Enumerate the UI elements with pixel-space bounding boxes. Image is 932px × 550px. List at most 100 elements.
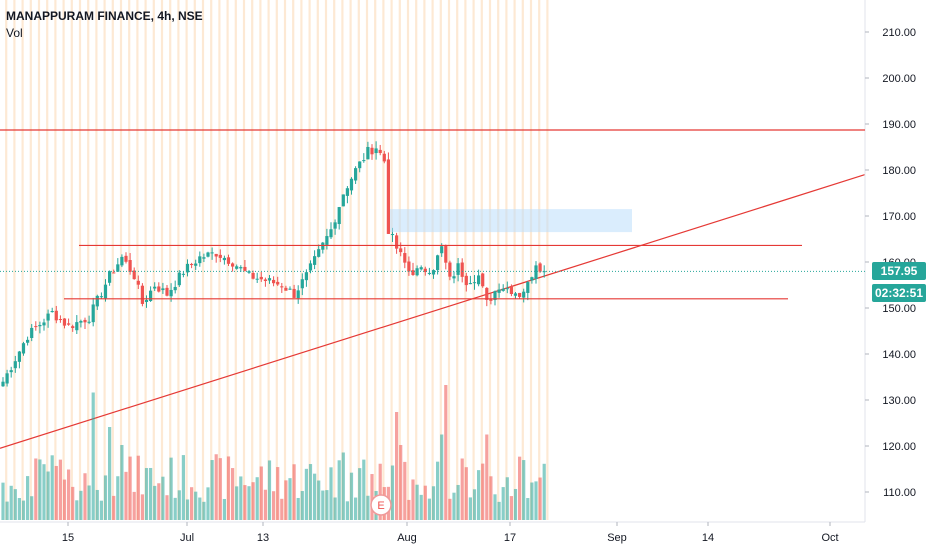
candle-body[interactable] [317,249,321,257]
candle-body[interactable] [542,271,546,273]
candle-body[interactable] [411,270,415,275]
candle-body[interactable] [489,298,493,301]
candle-body[interactable] [354,168,358,181]
candle-body[interactable] [1,381,5,387]
candle-body[interactable] [456,263,460,275]
candle-body[interactable] [132,270,136,280]
candle-body[interactable] [497,289,501,293]
candle-body[interactable] [395,235,399,249]
candle-body[interactable] [374,148,378,154]
candle-body[interactable] [349,178,354,191]
candle-body[interactable] [329,229,333,238]
candle-body[interactable] [345,188,349,196]
candle-body[interactable] [222,257,226,261]
candle-body[interactable] [13,361,17,369]
candle-body[interactable] [259,276,263,280]
candle-body[interactable] [103,284,108,299]
candle-body[interactable] [464,275,468,286]
candle-body[interactable] [296,290,300,299]
candle-body[interactable] [321,242,325,250]
candle-body[interactable] [419,267,423,270]
candle-body[interactable] [407,261,411,272]
candle-body[interactable] [38,325,42,327]
candle-body[interactable] [431,270,436,275]
candle-body[interactable] [235,266,239,269]
candle-body[interactable] [42,322,46,326]
candle-body[interactable] [481,273,485,287]
volume-indicator-label[interactable]: Vol [6,26,23,40]
candle-body[interactable] [423,268,427,273]
candle-body[interactable] [206,252,210,257]
candle-body[interactable] [231,263,235,267]
candle-body[interactable] [75,322,79,331]
candle-body[interactable] [358,161,362,169]
candle-body[interactable] [501,288,505,291]
candle-body[interactable] [173,286,177,291]
candle-body[interactable] [62,318,67,326]
candle-body[interactable] [71,326,75,329]
candle-body[interactable] [472,282,477,284]
candle-body[interactable] [427,272,431,274]
candle-body[interactable] [485,287,489,300]
candle-body[interactable] [157,286,161,292]
candle-body[interactable] [161,288,165,291]
candle-body[interactable] [267,278,272,281]
candle-body[interactable] [518,292,522,297]
candle-body[interactable] [272,279,276,284]
candle-body[interactable] [280,286,284,288]
candle-body[interactable] [390,234,395,236]
candle-body[interactable] [513,293,518,296]
candle-body[interactable] [493,291,497,301]
candle-body[interactable] [190,264,194,266]
candle-body[interactable] [46,313,50,321]
candle-body[interactable] [30,327,34,338]
candle-body[interactable] [202,257,206,259]
candle-body[interactable] [255,278,259,280]
candle-body[interactable] [153,286,157,289]
candle-body[interactable] [526,282,530,293]
candle-body[interactable] [149,290,153,302]
candle-body[interactable] [108,271,112,283]
candle-body[interactable] [452,276,456,279]
candle-body[interactable] [366,146,370,160]
candle-body[interactable] [54,310,58,321]
candle-body[interactable] [522,291,526,298]
candle-body[interactable] [91,304,95,323]
candle-body[interactable] [300,279,304,289]
candle-body[interactable] [386,159,390,234]
candle-body[interactable] [79,321,83,323]
candle-body[interactable] [169,289,173,297]
candle-body[interactable] [243,266,247,271]
candle-body[interactable] [9,370,13,373]
candle-body[interactable] [251,272,255,279]
earnings-marker-icon[interactable] [370,494,392,516]
candle-body[interactable] [378,149,382,154]
candle-body[interactable] [308,263,313,271]
candle-body[interactable] [144,299,149,303]
supply-zone[interactable] [390,209,632,233]
candle-body[interactable] [140,285,144,304]
candle-body[interactable] [198,256,202,264]
candle-body[interactable] [226,257,231,264]
candle-body[interactable] [165,287,169,296]
candle-body[interactable] [181,273,185,275]
candle-body[interactable] [382,153,386,162]
candle-body[interactable] [468,283,472,285]
candle-body[interactable] [288,288,292,290]
candle-body[interactable] [34,326,38,328]
candle-body[interactable] [440,246,444,254]
candle-body[interactable] [247,271,251,273]
candle-body[interactable] [83,319,87,323]
candle-body[interactable] [26,339,30,343]
symbol-title[interactable]: MANAPPURAM FINANCE, 4h, NSE [6,9,203,23]
candle-body[interactable] [218,254,222,258]
ascending-trendline[interactable] [0,174,866,449]
candle-body[interactable] [370,147,374,155]
candle-body[interactable] [95,295,99,307]
candle-body[interactable] [436,255,440,271]
candle-body[interactable] [67,323,71,325]
candle-body[interactable] [304,272,308,281]
candle-body[interactable] [128,260,132,272]
candle-body[interactable] [276,281,280,285]
